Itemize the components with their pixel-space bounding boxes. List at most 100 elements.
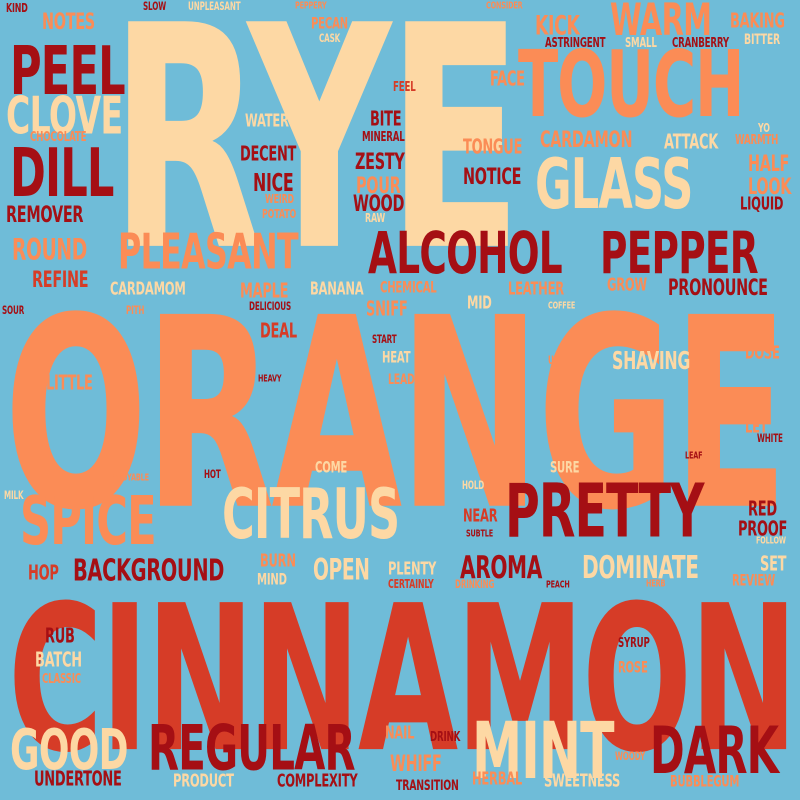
word-certainly: CERTAINLY — [388, 576, 434, 592]
word-leather: LEATHER — [508, 277, 564, 300]
word-review: REVIEW — [732, 571, 775, 590]
word-decent: DECENT — [240, 142, 297, 167]
word-grow: GROW — [607, 273, 647, 296]
word-follow: FOLLOW — [756, 535, 786, 548]
word-undertone: UNDERTONE — [34, 767, 122, 792]
word-chemical: CHEMICAL — [380, 278, 437, 297]
word-orange: ORANGE — [4, 262, 788, 569]
word-pepper: PEPPER — [600, 220, 759, 288]
word-pecan: PECAN — [311, 14, 348, 33]
word-batch: BATCH — [35, 648, 82, 673]
word-let: LET — [745, 415, 768, 438]
word-white: WHITE — [757, 432, 783, 446]
word-product: PRODUCT — [173, 769, 234, 792]
word-herb: HERB — [646, 578, 666, 591]
word-touch: TOUCH — [518, 32, 744, 139]
word-remover: REMOVER — [6, 200, 84, 228]
word-syrup: SYRUP — [618, 634, 650, 651]
word-attack: ATTACK — [664, 130, 719, 155]
word-coffee: COFFEE — [548, 300, 576, 313]
word-rye: RYE — [110, 0, 522, 319]
word-tongue: TONGUE — [463, 135, 523, 160]
word-peach: PEACH — [546, 579, 570, 592]
word-red: RED — [748, 497, 777, 522]
word-delicious: DELICIOUS — [249, 300, 291, 314]
word-look: LOOK — [748, 172, 792, 200]
word-plenty: PLENTY — [388, 557, 437, 580]
word-dose: DOSE — [745, 341, 780, 364]
word-peppery: PEPPERY — [295, 0, 327, 13]
word-refine: REFINE — [32, 265, 89, 293]
word-whiff: WHIFF — [390, 749, 442, 777]
word-proof: PROOF — [738, 517, 788, 542]
word-leaf: LEAF — [685, 450, 703, 463]
word-baking: BAKING — [730, 9, 785, 34]
word-heavy: HEAVY — [258, 373, 282, 386]
word-near: NEAR — [463, 504, 498, 527]
word-start: START — [372, 333, 397, 347]
word-notice: NOTICE — [463, 162, 522, 190]
word-pronounce: PRONOUNCE — [668, 273, 768, 301]
word-nice: NICE — [253, 169, 294, 198]
word-cinnamon: CINNAMON — [8, 563, 798, 798]
word-burn: BURN — [260, 549, 296, 572]
word-little: LITTLE — [46, 371, 93, 396]
word-classic: CLASSIC — [42, 670, 81, 687]
word-background: BACKGROUND — [73, 553, 224, 589]
word-pith: PITH — [126, 304, 145, 318]
word-astringent: ASTRINGENT — [545, 34, 606, 51]
word-raw: RAW — [365, 210, 386, 226]
word-peel: PEEL — [10, 32, 126, 111]
word-lead: LEAD — [388, 371, 415, 389]
word-enjoyable: ENJOYABLE — [110, 472, 149, 485]
word-clove: CLOVE — [6, 85, 123, 146]
word-dill: DILL — [10, 134, 114, 213]
word-drink: DRINK — [430, 728, 461, 745]
word-sure: SURE — [550, 458, 580, 477]
word-round: ROUND — [12, 233, 87, 268]
word-kick: KICK — [535, 9, 580, 42]
word-notes: NOTES — [42, 7, 95, 35]
word-half: HALF — [748, 149, 790, 177]
word-aroma: AROMA — [460, 548, 542, 586]
word-milk: MILK — [4, 489, 24, 503]
word-alcohol: ALCOHOL — [368, 220, 563, 288]
word-sour: SOUR — [2, 304, 25, 318]
word-weird: WEIRD — [265, 191, 294, 207]
word-cardamom: CARDAMOM — [110, 277, 186, 300]
word-zesty: ZESTY — [355, 147, 405, 175]
word-pleasant: PLEASANT — [118, 223, 299, 281]
word-hop: HOP — [28, 561, 59, 586]
word-spice: SPICE — [20, 482, 157, 561]
word-maple: MAPLE — [240, 279, 289, 304]
word-heat: HEAT — [382, 348, 411, 367]
word-warmth: WARMTH — [735, 131, 779, 148]
word-bitter: BITTER — [744, 31, 781, 49]
word-feel: FEEL — [393, 78, 416, 95]
word-sniff: SNIFF — [366, 297, 408, 322]
word-subtle: SUBTLE — [466, 528, 494, 541]
word-shaving: SHAVING — [612, 347, 691, 376]
word-dark: DARK — [650, 712, 779, 789]
word-regular: REGULAR — [148, 712, 356, 786]
word-cask: CASK — [319, 32, 341, 46]
word-cardamon: CARDAMON — [540, 125, 633, 153]
word-come: COME — [315, 458, 348, 477]
word-set: SET — [760, 552, 787, 577]
word-use: USE — [548, 354, 564, 368]
word-unpleasant: UNPLEASANT — [188, 0, 241, 14]
word-mint: MINT — [472, 705, 614, 798]
word-cranberry: CRANBERRY — [672, 34, 729, 51]
word-rub: RUB — [45, 624, 75, 649]
word-nail: NAIL — [385, 721, 415, 744]
word-bite: BITE — [370, 107, 402, 132]
word-drinking: DRINKING — [455, 578, 495, 592]
word-glass: GLASS — [535, 143, 693, 226]
word-bubblegum: BUBBLEGUM — [670, 772, 740, 791]
word-consider: CONSIDER — [486, 0, 523, 13]
word-small: SMALL — [625, 34, 657, 51]
word-warm: WARM — [610, 0, 712, 47]
word-pretty: PRETTY — [505, 468, 704, 555]
word-water: WATER — [245, 109, 289, 132]
